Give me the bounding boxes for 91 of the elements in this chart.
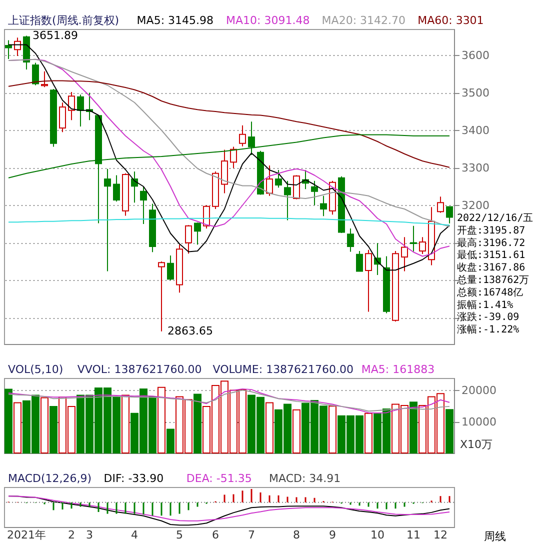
text: 2022/12/16/五 <box>457 213 534 224</box>
text: MA20: 3142.70 <box>322 14 406 27</box>
candlestick <box>140 186 147 224</box>
text: 振幅:1.41% <box>457 298 514 311</box>
y-tick-label: 3500 <box>462 86 490 100</box>
y-tick-label: 3200 <box>462 198 490 212</box>
y-tick-label: 10000 <box>462 415 496 428</box>
candlestick <box>437 196 444 214</box>
candlestick <box>284 180 291 221</box>
x-tick-label: 4 <box>131 528 138 542</box>
candlestick <box>77 94 84 127</box>
x-tick-label: 12 <box>434 528 448 542</box>
bar <box>14 402 22 454</box>
bar <box>292 409 300 454</box>
candlestick <box>266 165 273 196</box>
text: VVOL: 1387621760.00 <box>77 363 202 376</box>
text: MA60: 3301 <box>418 14 484 27</box>
candlestick <box>194 222 201 246</box>
text: MA5: 161883 <box>361 363 435 376</box>
candlestick <box>347 228 354 252</box>
candlestick <box>221 149 228 194</box>
candlestick <box>401 236 408 272</box>
candlestick <box>275 170 282 188</box>
y-tick-label: 3600 <box>462 48 490 62</box>
chart-title: MACD(12,26,9) <box>8 472 92 485</box>
text: DEA: -51.35 <box>186 472 252 485</box>
candlestick <box>320 195 327 217</box>
text: 最高:3196.72 <box>457 236 526 249</box>
text: 总量:138762万 <box>456 274 530 286</box>
candlestick <box>59 102 66 133</box>
bar <box>166 428 174 454</box>
annotation: 3651.89 <box>32 28 78 42</box>
candlestick <box>365 249 372 312</box>
chart-title: VOL(5,10) <box>8 363 64 376</box>
x-tick-label: 9 <box>329 528 336 542</box>
text: 总额:16748亿 <box>456 286 524 298</box>
x-tick-label: 5 <box>176 528 183 542</box>
candlestick <box>203 204 210 229</box>
y-tick-label: 20000 <box>462 384 496 397</box>
bar <box>40 397 48 454</box>
text: 收盘:3167.86 <box>457 262 526 274</box>
text: 涨跌:-39.09 <box>457 311 520 324</box>
candlestick <box>419 236 426 254</box>
chart-title: 上证指数(周线.前复权) <box>8 14 120 27</box>
text: 最低:3151.61 <box>457 250 526 262</box>
series-label: MACD: 34.91 <box>269 472 341 485</box>
bar <box>328 406 336 454</box>
x-axis-title: 周线 <box>484 530 506 543</box>
candlestick <box>113 174 120 202</box>
y-axis-title: X10万 <box>460 438 493 451</box>
x-tick-label: 7 <box>248 528 255 542</box>
x-tick-label: 6 <box>212 528 219 542</box>
candlestick <box>104 168 111 272</box>
y-tick-label: 3300 <box>462 161 490 174</box>
bar <box>410 402 418 454</box>
candlestick <box>185 224 192 254</box>
candlestick <box>311 180 318 206</box>
text: MA5: 3145.98 <box>136 14 214 27</box>
text: 开盘:3195.87 <box>457 224 526 236</box>
annotation: 2863.65 <box>168 324 213 338</box>
candlestick <box>68 92 75 121</box>
candlestick <box>5 40 12 60</box>
candlestick <box>410 225 417 252</box>
text: VOLUME: 1387621760.00 <box>212 363 354 376</box>
bar <box>194 394 202 454</box>
candlestick <box>239 124 246 147</box>
candlestick <box>293 174 300 200</box>
bar <box>446 409 454 454</box>
candlestick <box>32 62 39 86</box>
bar <box>364 412 372 454</box>
candlestick <box>41 70 48 88</box>
bar <box>4 388 12 454</box>
text: MA10: 3091.48 <box>226 14 310 27</box>
candlestick <box>446 206 453 224</box>
bar <box>158 386 166 454</box>
text: DIF: -33.90 <box>104 472 164 485</box>
candlestick <box>158 261 165 332</box>
candlestick <box>230 146 237 169</box>
candlestick <box>356 250 363 272</box>
y-tick-label: 3400 <box>462 124 490 137</box>
x-tick-label: 2 <box>68 528 75 542</box>
x-tick-label: 3 <box>86 528 93 542</box>
x-tick-label: 8 <box>293 528 300 542</box>
bar <box>50 406 58 454</box>
bar <box>122 394 130 454</box>
bar <box>266 402 274 454</box>
x-tick-label: 10 <box>370 528 384 542</box>
x-tick-label: 2021年 <box>7 528 46 542</box>
x-tick-label: 11 <box>406 528 420 542</box>
candlestick <box>167 255 174 281</box>
text: 涨幅:-1.22% <box>457 324 520 336</box>
